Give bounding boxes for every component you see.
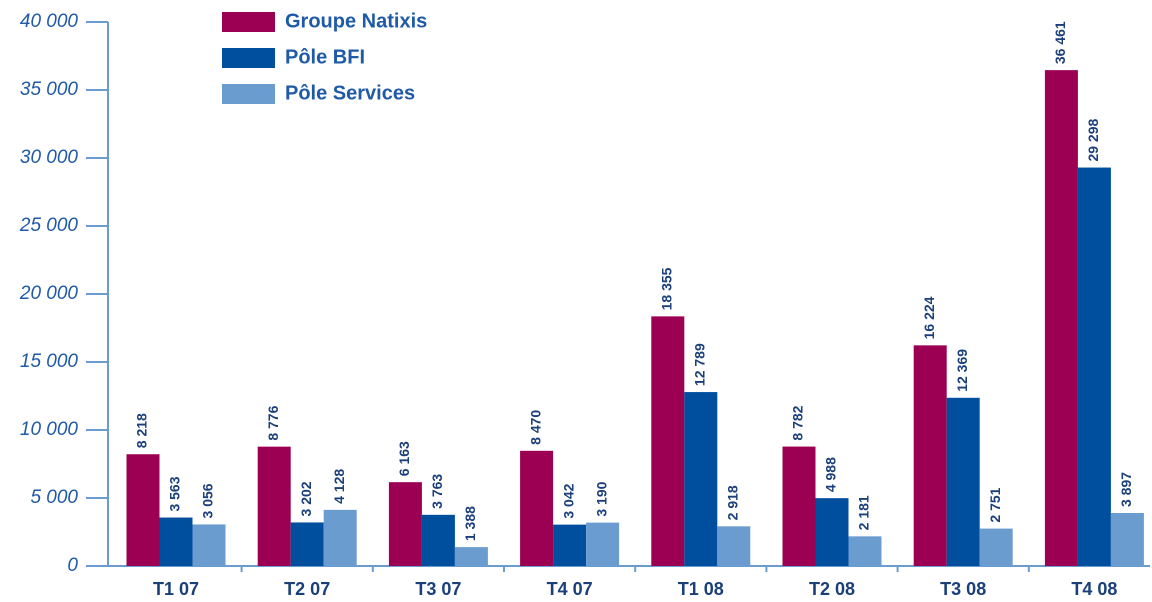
value-label: 12 789 (692, 343, 708, 386)
value-label: 4 988 (823, 457, 839, 492)
bar (126, 454, 160, 566)
legend-swatch (222, 84, 275, 104)
value-label: 2 751 (987, 487, 1003, 522)
bar (848, 536, 882, 566)
value-label: 2 181 (856, 495, 872, 530)
value-label: 3 190 (593, 481, 609, 516)
value-label: 29 298 (1085, 119, 1101, 162)
value-label: 3 897 (1118, 472, 1134, 507)
bar (1044, 70, 1078, 566)
value-label: 8 218 (134, 413, 150, 448)
x-tick-label: T1 08 (678, 579, 724, 599)
bar (159, 517, 193, 566)
value-label: 3 763 (429, 474, 445, 509)
value-label: 8 470 (527, 410, 543, 445)
value-label: 4 128 (331, 469, 347, 504)
value-label: 36 461 (1052, 21, 1068, 64)
value-label: 3 563 (167, 476, 183, 511)
legend-label: Groupe Natixis (285, 10, 427, 32)
value-label: 3 202 (298, 481, 314, 516)
bar (913, 345, 947, 566)
y-tick-label: 20 000 (19, 283, 79, 304)
x-tick-label: T2 07 (284, 579, 330, 599)
bar (979, 528, 1013, 566)
y-tick-label: 15 000 (20, 351, 79, 372)
value-label: 12 369 (954, 349, 970, 392)
bar (192, 524, 226, 566)
value-label: 3 042 (560, 483, 576, 518)
y-tick-label: 25 000 (19, 215, 79, 236)
value-label: 6 163 (396, 441, 412, 476)
y-tick-label: 10 000 (20, 419, 79, 440)
y-tick-label: 0 (67, 555, 78, 576)
bar (782, 446, 816, 566)
legend-swatch (222, 48, 275, 68)
bar (520, 450, 554, 566)
bar (257, 446, 291, 566)
bar (815, 498, 849, 566)
x-tick-label: T4 08 (1071, 579, 1117, 599)
bar (454, 547, 488, 566)
x-tick-label: T4 07 (547, 579, 593, 599)
value-label: 3 056 (200, 483, 216, 518)
legend-swatch (222, 12, 275, 32)
legend-label: Pôle Services (285, 82, 415, 104)
legend-label: Pôle BFI (285, 46, 365, 68)
bar (323, 509, 357, 566)
y-tick-label: 35 000 (20, 79, 79, 100)
x-tick-label: T3 07 (415, 579, 461, 599)
bar (651, 316, 685, 566)
value-label: 18 355 (659, 267, 675, 310)
bar (421, 514, 455, 566)
bar (553, 524, 587, 566)
y-tick-label: 30 000 (20, 147, 79, 168)
x-tick-label: T1 07 (153, 579, 199, 599)
bar (684, 392, 718, 566)
y-tick-label: 40 000 (20, 11, 79, 32)
bar (717, 526, 751, 566)
x-tick-label: T3 08 (940, 579, 986, 599)
bar (1077, 167, 1111, 567)
bar (290, 522, 324, 566)
value-label: 8 776 (265, 405, 281, 440)
value-label: 8 782 (790, 405, 806, 440)
bar (946, 397, 980, 566)
bar (1110, 513, 1144, 566)
value-label: 16 224 (921, 296, 937, 339)
value-label: 1 388 (462, 506, 478, 541)
y-tick-label: 5 000 (30, 487, 78, 508)
value-label: 2 918 (725, 485, 741, 520)
bar (388, 482, 422, 566)
x-tick-label: T2 08 (809, 579, 855, 599)
bar (586, 522, 620, 566)
